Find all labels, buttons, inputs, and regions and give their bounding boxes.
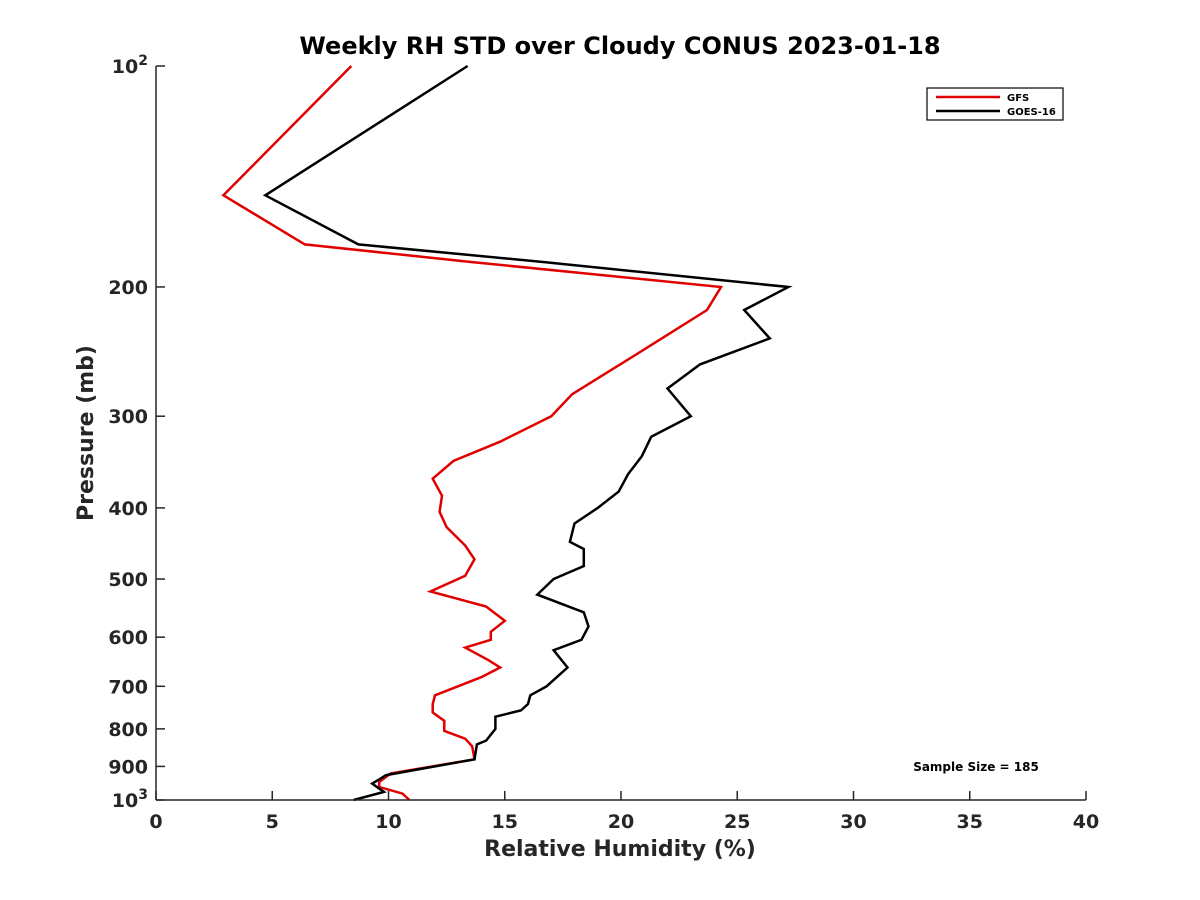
x-tick-label: 20 <box>608 811 634 833</box>
legend-box <box>926 87 1064 121</box>
y-tick-label: 102 <box>112 53 148 78</box>
legend-label-goes16: GOES-16 <box>1007 107 1056 118</box>
x-tick-label: 25 <box>724 811 750 833</box>
x-tick-label: 30 <box>840 811 866 833</box>
y-tick-label: 300 <box>108 406 148 428</box>
y-tick-label: 200 <box>108 277 148 299</box>
x-tick-label: 10 <box>375 811 401 833</box>
x-tick-label: 35 <box>957 811 983 833</box>
y-tick-label: 400 <box>108 498 148 520</box>
y-tick-label: 103 <box>112 787 148 812</box>
y-tick-label: 700 <box>108 676 148 698</box>
x-axis-label: Relative Humidity (%) <box>484 837 756 862</box>
x-tick-label: 40 <box>1073 811 1099 833</box>
sample-size-annotation: Sample Size = 185 <box>913 760 1039 774</box>
y-tick-label: 800 <box>108 719 148 741</box>
series-line-goes16 <box>262 64 793 802</box>
x-tick-label: 5 <box>266 811 279 833</box>
x-tick-label: 0 <box>149 811 162 833</box>
y-tick-label: 600 <box>108 627 148 649</box>
y-tick-label: 900 <box>108 756 148 778</box>
chart-title: Weekly RH STD over Cloudy CONUS 2023-01-… <box>299 32 940 60</box>
x-tick-label: 15 <box>492 811 518 833</box>
series-layer <box>221 64 793 802</box>
y-tick-label: 500 <box>108 569 148 591</box>
series-line-gfs <box>221 65 724 801</box>
legend-label-gfs: GFS <box>1007 93 1029 104</box>
y-axis-label: Pressure (mb) <box>74 345 99 521</box>
axes-layer: 0 5 10 15 20 25 30 35 40 102 200 300 400 500 600 700 800… <box>108 53 1099 833</box>
legend: GFS GOES-16 <box>926 87 1064 121</box>
